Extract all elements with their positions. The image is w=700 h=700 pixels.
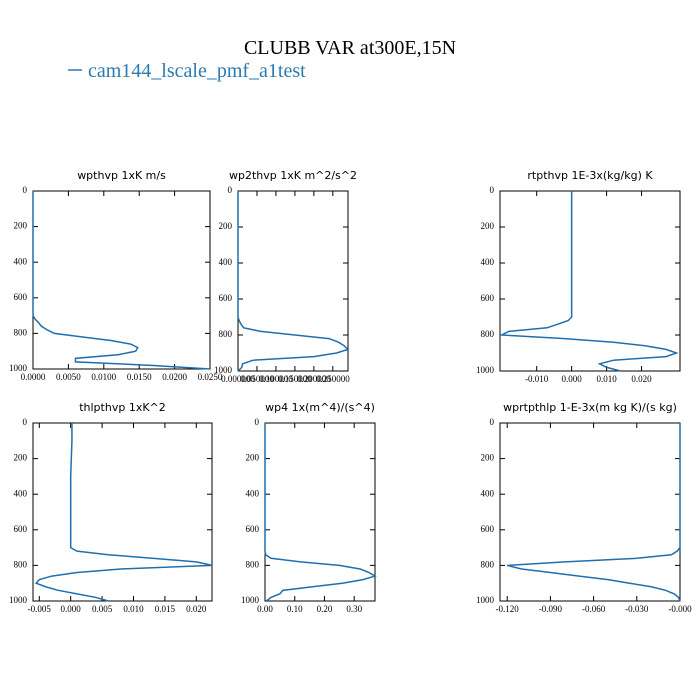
x-tick-label: 0.0050 (56, 372, 81, 382)
page-title: CLUBB VAR at300E,15N (244, 37, 456, 59)
subplot-title: thlpthvp 1xK^2 (79, 401, 166, 414)
x-tick-label: 0.30 (346, 604, 362, 614)
x-tick-label: 0.0250 (198, 372, 223, 382)
x-tick-label: 0.00 (257, 604, 273, 614)
x-tick-label: -0.060 (582, 604, 606, 614)
y-tick-label: 400 (14, 256, 28, 266)
y-tick-label: 600 (481, 524, 495, 534)
y-tick-label: 400 (481, 257, 495, 267)
y-tick-label: 600 (219, 293, 233, 303)
subplot-title: wprtpthlp 1-E-3x(m kg K)/(s kg) (503, 401, 677, 414)
y-tick-label: 800 (14, 327, 28, 337)
subplot-title: wp4 1x(m^4)/(s^4) (265, 401, 375, 414)
profile-line (32, 191, 211, 370)
y-tick-label: 600 (246, 524, 260, 534)
y-tick-label: 800 (219, 329, 233, 339)
x-tick-label: -0.000 (668, 604, 692, 614)
profile-line (237, 191, 350, 372)
subplot-title: wpthvp 1xK m/s (77, 169, 166, 182)
y-tick-label: 0 (228, 185, 233, 195)
plot-frame (499, 190, 681, 372)
y-tick-label: 800 (246, 559, 260, 569)
y-tick-label: 600 (14, 524, 28, 534)
y-tick-label: 0 (490, 185, 495, 195)
x-tick-label: 0.000000 (221, 374, 255, 384)
x-tick-label: 0.0000 (21, 372, 46, 382)
subplot-title: wp2thvp 1xK m^2/s^2 (229, 169, 357, 182)
profile-line (507, 423, 681, 602)
x-tick-label: 0.10 (287, 604, 303, 614)
x-tick-label: 0.020 (631, 374, 652, 384)
profile-line (264, 423, 377, 602)
x-tick-label: -0.005 (28, 604, 52, 614)
x-tick-label: 0.010 (596, 374, 617, 384)
y-tick-label: 200 (481, 221, 495, 231)
y-tick-label: 800 (14, 559, 28, 569)
y-tick-label: 0 (23, 185, 28, 195)
y-tick-label: 1000 (476, 595, 495, 605)
x-tick-label: 0.015 (155, 604, 176, 614)
x-tick-label: 0.000 (562, 374, 583, 384)
x-tick-label: 0.0200 (162, 372, 187, 382)
y-tick-label: 800 (481, 329, 495, 339)
y-tick-label: 1000 (9, 595, 28, 605)
y-tick-label: 1000 (214, 365, 233, 375)
profile-line (498, 191, 679, 372)
y-tick-label: 1000 (241, 595, 260, 605)
plot-frame (237, 190, 349, 372)
y-tick-label: 0 (23, 417, 28, 427)
x-tick-label: 0.010 (123, 604, 144, 614)
y-tick-label: 600 (481, 293, 495, 303)
plot-frame (499, 422, 681, 602)
y-tick-label: 200 (246, 453, 260, 463)
y-tick-label: 200 (14, 453, 28, 463)
x-tick-label: 0.150000 (278, 374, 312, 384)
x-tick-label: 0.0100 (91, 372, 116, 382)
x-tick-label: 0.0150 (127, 372, 152, 382)
plot-frame (264, 422, 376, 602)
y-tick-label: 200 (14, 221, 28, 231)
x-tick-label: 0.250000 (316, 374, 350, 384)
x-tick-label: -0.030 (625, 604, 649, 614)
y-tick-label: 400 (219, 257, 233, 267)
x-tick-label: 0.20 (317, 604, 333, 614)
y-tick-label: 600 (14, 292, 28, 302)
y-tick-label: 400 (14, 488, 28, 498)
x-tick-label: 0.200000 (297, 374, 331, 384)
x-tick-label: 0.005 (92, 604, 113, 614)
x-tick-label: -0.010 (525, 374, 549, 384)
x-tick-label: 0.050000 (240, 374, 274, 384)
y-tick-label: 200 (219, 221, 233, 231)
x-tick-label: 0.000 (61, 604, 82, 614)
x-tick-label: -0.090 (539, 604, 563, 614)
y-tick-label: 1000 (9, 363, 28, 373)
y-tick-label: 1000 (476, 365, 495, 375)
y-tick-label: 400 (246, 488, 260, 498)
x-tick-label: -0.120 (496, 604, 520, 614)
plot-frame (32, 422, 213, 602)
subplot-title: rtpthvp 1E-3x(kg/kg) K (527, 169, 653, 182)
y-tick-label: 0 (255, 417, 260, 427)
y-tick-label: 200 (481, 453, 495, 463)
profile-line (34, 423, 213, 602)
legend-label: cam144_lscale_pmf_a1test (88, 60, 306, 82)
x-tick-label: 0.100000 (259, 374, 293, 384)
x-tick-label: 0.020 (186, 604, 207, 614)
y-tick-label: 0 (490, 417, 495, 427)
y-tick-label: 400 (481, 488, 495, 498)
y-tick-label: 800 (481, 559, 495, 569)
